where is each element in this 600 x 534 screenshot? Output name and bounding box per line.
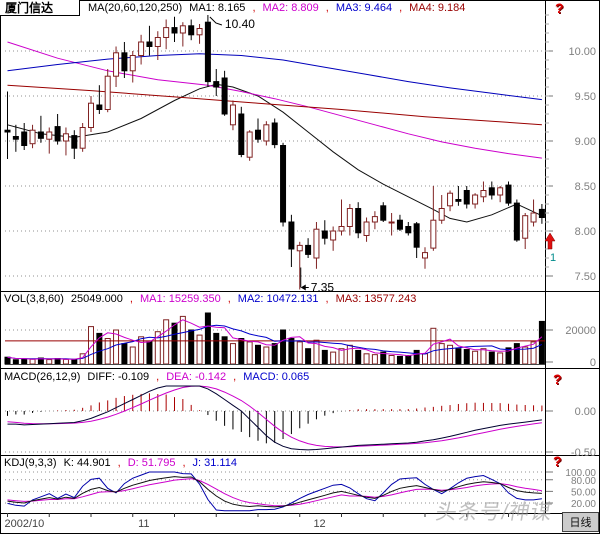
dea-value: DEA: -0.142 <box>166 371 227 383</box>
help-icon[interactable]: ? <box>555 0 564 16</box>
help-icon[interactable]: ? <box>553 371 562 387</box>
separator: , <box>399 2 403 14</box>
svg-text:10.40: 10.40 <box>225 17 255 31</box>
volume-indicator-header: VOL(3,8,60) 25049.000 , MA1: 15259.350 ,… <box>4 293 416 306</box>
separator: , <box>325 293 329 305</box>
vol-label: VOL(3,8,60) <box>4 293 64 305</box>
svg-text:8.50: 8.50 <box>575 181 596 193</box>
svg-text:9.00: 9.00 <box>575 136 596 148</box>
svg-text:12: 12 <box>313 518 325 530</box>
diff-value: DIFF: -0.109 <box>87 371 150 383</box>
macd-indicator-header: MACD(26,12,9) DIFF: -0.109 , DEA: -0.142… <box>4 371 309 384</box>
svg-text:8.00: 8.00 <box>575 226 596 238</box>
svg-text:9.50: 9.50 <box>575 91 596 103</box>
svg-text:-0.50: -0.50 <box>571 447 596 459</box>
svg-text:1: 1 <box>550 252 556 264</box>
separator: , <box>227 293 231 305</box>
svg-text:7.35: 7.35 <box>311 281 335 295</box>
ma3-value: MA3: 9.464 <box>335 2 393 14</box>
period-selector[interactable]: 日线 <box>562 512 599 532</box>
stock-name-box: 厦门信达 <box>0 0 80 16</box>
kdj-label: KDJ(9,3,3) <box>4 457 57 469</box>
svg-text:7.50: 7.50 <box>575 271 596 283</box>
watermark: 头条号/神谋 <box>433 501 555 524</box>
separator: , <box>252 2 256 14</box>
d-value: D: 51.795 <box>127 457 176 469</box>
vol-ma2-value: MA2: 10472.131 <box>237 293 319 305</box>
vol-ma3-value: MA3: 13577.243 <box>335 293 417 305</box>
kdj-indicator-header: KDJ(9,3,3) K: 44.901 , D: 51.795 , J: 31… <box>4 457 237 470</box>
separator: , <box>117 457 121 469</box>
main-indicator-header: MA(20,60,120,250) MA1: 8.165 , MA2: 8.80… <box>88 2 465 15</box>
stock-name: 厦门信达 <box>5 1 54 15</box>
macd-label: MACD(26,12,9) <box>4 371 81 383</box>
separator: , <box>129 293 133 305</box>
vol-value: 25049.000 <box>70 293 123 305</box>
svg-text:20000: 20000 <box>565 325 596 337</box>
separator: , <box>325 2 329 14</box>
svg-text:0: 0 <box>590 357 596 369</box>
vol-ma1-value: MA1: 15259.350 <box>139 293 221 305</box>
help-icon[interactable]: ? <box>553 453 562 469</box>
buy-signal-arrow-icon <box>544 232 556 250</box>
separator: , <box>156 371 160 383</box>
svg-text:2002/10: 2002/10 <box>5 518 45 530</box>
j-value: J: 31.114 <box>192 457 237 469</box>
svg-text:0.00: 0.00 <box>575 406 596 418</box>
ma-group-label: MA(20,60,120,250) <box>88 2 183 14</box>
k-value: K: 44.901 <box>63 457 111 469</box>
svg-text:50.00: 50.00 <box>571 487 596 498</box>
ma1-value: MA1: 8.165 <box>189 2 246 14</box>
ma4-value: MA4: 9.184 <box>409 2 466 14</box>
svg-text:100.00: 100.00 <box>565 468 596 479</box>
svg-text:11: 11 <box>138 518 149 530</box>
macd-value: MACD: 0.065 <box>243 371 310 383</box>
svg-text:80.00: 80.00 <box>571 476 596 487</box>
separator: , <box>233 371 237 383</box>
svg-text:10.00: 10.00 <box>568 46 596 58</box>
ma2-value: MA2: 8.809 <box>262 2 319 14</box>
separator: , <box>182 457 186 469</box>
svg-text:20.00: 20.00 <box>571 499 596 510</box>
